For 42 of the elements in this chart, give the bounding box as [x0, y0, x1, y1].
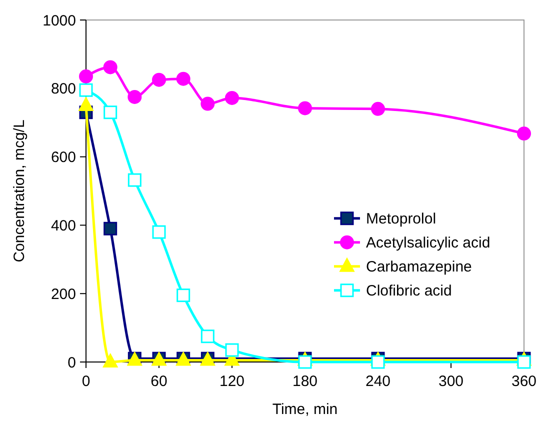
- point: [371, 355, 385, 369]
- y-tick-label: 600: [50, 149, 76, 166]
- legend-label: Metoprolol: [366, 210, 436, 228]
- point: [200, 96, 215, 111]
- point: [225, 90, 239, 105]
- point: [128, 173, 142, 187]
- x-tick-label: 120: [219, 373, 245, 390]
- x-axis-title: Time, min: [272, 401, 338, 418]
- point: [79, 83, 93, 97]
- x-tick-label: 360: [511, 373, 537, 390]
- legend-label: Carbamazepine: [366, 258, 472, 276]
- y-tick-label: 800: [50, 80, 76, 98]
- x-tick-label: 180: [292, 373, 318, 390]
- point: [79, 69, 93, 84]
- point: [104, 222, 118, 236]
- point: [176, 72, 190, 86]
- x-tick-label: 0: [82, 373, 90, 390]
- point: [103, 60, 118, 74]
- legend-label: Clofibric acid: [366, 282, 452, 300]
- point: [78, 97, 94, 111]
- point: [104, 106, 118, 120]
- x-tick-label: 60: [150, 373, 168, 390]
- point: [102, 354, 118, 368]
- point: [152, 72, 166, 87]
- point: [128, 90, 142, 104]
- x-tick-label: 240: [365, 373, 391, 390]
- point: [517, 126, 531, 141]
- point: [176, 288, 190, 302]
- point: [152, 225, 166, 239]
- point: [298, 101, 312, 116]
- legend-label: Acetylsalicylic acid: [366, 234, 490, 252]
- point: [200, 330, 214, 344]
- point: [298, 355, 312, 369]
- x-tick-label: 300: [438, 373, 464, 390]
- point: [517, 355, 531, 369]
- y-tick-label: 1000: [42, 12, 76, 30]
- point: [371, 102, 385, 116]
- y-tick-label: 400: [50, 217, 76, 234]
- point: [225, 343, 239, 357]
- y-tick-label: 0: [68, 354, 76, 372]
- y-tick-label: 200: [50, 286, 76, 303]
- y-axis-title: Concentration, mcg/L: [11, 120, 28, 262]
